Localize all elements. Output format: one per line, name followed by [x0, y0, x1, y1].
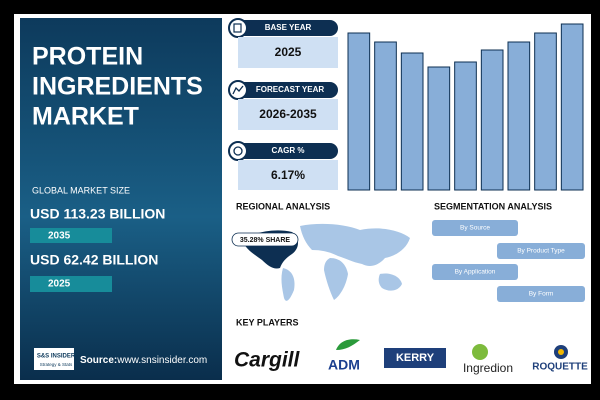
source-label: Source: [80, 355, 117, 366]
bar [507, 41, 531, 191]
title-line: INGREDIENTS [32, 73, 203, 101]
logo-text: S&S INSIDER [37, 354, 76, 360]
year-box [30, 228, 112, 243]
bar-chart [347, 23, 584, 191]
segment-label: By Product Type [517, 248, 565, 255]
card-value: 6.17% [271, 168, 305, 182]
market-size-label: GLOBAL MARKET SIZE [32, 185, 130, 195]
base-year: 2025 [48, 279, 71, 290]
roquette-mark [558, 349, 564, 355]
regional-title: REGIONAL ANALYSIS [236, 201, 330, 211]
ingredion-mark [472, 344, 488, 360]
logo [34, 348, 74, 370]
share-label: 35.28% SHARE [240, 237, 291, 244]
card: FORECAST YEAR 2026-2035 [228, 80, 338, 130]
bar [427, 66, 451, 191]
forecast-year: 2035 [48, 231, 71, 242]
key-players-title: KEY PLAYERS [236, 317, 299, 327]
forecast-value: USD 113.23 BILLION [30, 206, 165, 222]
segment-label: By Application [455, 269, 496, 276]
source-url: www.snsinsider.com [116, 355, 207, 366]
logo-tagline: Strategy & Stats [40, 362, 73, 367]
card-value: 2025 [275, 45, 302, 59]
bar [374, 41, 397, 191]
world-map [281, 223, 410, 301]
year-box [30, 276, 112, 292]
bar [534, 32, 557, 191]
adm-leaf [336, 339, 360, 350]
company: Cargill [234, 349, 301, 372]
share-pill [231, 232, 299, 247]
company: ADM [328, 357, 360, 373]
company: Ingredion [463, 361, 513, 375]
card: BASE YEAR 2025 [228, 18, 338, 68]
segment-label: By Form [529, 291, 554, 298]
bar [400, 52, 424, 191]
card-value: 2026-2035 [259, 107, 317, 121]
left-panel [20, 18, 222, 380]
segment-label: By Source [460, 225, 490, 232]
kerry-box [384, 348, 446, 368]
company: KERRY [396, 352, 435, 364]
base-value: USD 62.42 BILLION [30, 252, 158, 268]
title-line: PROTEIN [32, 43, 143, 71]
card-label: CAGR % [272, 146, 305, 155]
title-line: MARKET [32, 103, 139, 131]
card: CAGR % 6.17% [228, 141, 338, 190]
segment-pills [432, 220, 585, 302]
bar [454, 61, 477, 191]
segmentation-title: SEGMENTATION ANALYSIS [434, 201, 552, 211]
bar [347, 32, 371, 191]
card-label: FORECAST YEAR [256, 85, 325, 94]
card-label: BASE YEAR [265, 23, 312, 32]
company: ROQUETTE [532, 362, 588, 373]
bar [480, 49, 504, 191]
source: Source:www.snsinsider.com [80, 355, 207, 366]
bar [560, 23, 584, 191]
